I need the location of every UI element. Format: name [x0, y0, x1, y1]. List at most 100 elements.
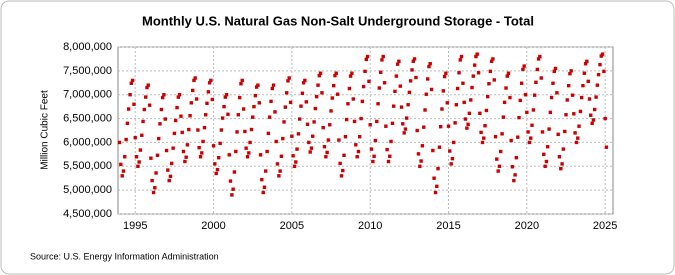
data-point [198, 155, 203, 159]
data-point [579, 95, 584, 100]
data-point [210, 97, 215, 102]
data-point [423, 108, 427, 112]
data-point [355, 155, 359, 159]
data-point [251, 115, 255, 119]
data-point [398, 84, 402, 88]
data-point [581, 83, 585, 88]
data-point [538, 54, 542, 59]
data-point [130, 78, 135, 83]
data-point [483, 124, 487, 128]
data-point [247, 151, 251, 155]
data-point [249, 127, 254, 132]
data-point [401, 122, 405, 126]
data-point [236, 113, 241, 117]
data-point [209, 78, 213, 83]
data-point [455, 86, 460, 91]
data-point [438, 124, 443, 129]
data-point [333, 73, 337, 78]
data-point [140, 133, 144, 137]
data-point [489, 59, 494, 64]
data-point [150, 178, 154, 183]
data-point [235, 130, 239, 134]
data-point [226, 112, 230, 116]
data-point [258, 153, 263, 157]
data-point [371, 159, 375, 164]
data-point [163, 117, 168, 121]
data-point [521, 67, 525, 72]
data-point [516, 135, 520, 139]
data-point [294, 160, 298, 164]
data-point [361, 84, 366, 89]
data-point [411, 59, 415, 64]
data-point [568, 72, 572, 76]
data-point [338, 161, 342, 166]
data-point [399, 105, 404, 109]
data-point [492, 78, 496, 82]
y-tick-label: 6,000,000 [63, 136, 112, 148]
data-point [172, 131, 177, 136]
data-point [545, 145, 550, 149]
data-point [313, 106, 318, 111]
data-point [217, 155, 221, 160]
data-point [519, 81, 524, 85]
data-point [595, 83, 600, 87]
data-point [157, 136, 161, 141]
data-point [234, 149, 238, 154]
data-point [395, 62, 400, 66]
data-point [500, 132, 504, 136]
data-point [154, 171, 158, 175]
chart-title: Monthly U.S. Natural Gas Non-Salt Underg… [142, 13, 534, 28]
data-point [158, 122, 162, 126]
data-point [145, 85, 149, 90]
data-point [155, 153, 160, 158]
data-point [410, 68, 414, 72]
data-point [498, 149, 503, 154]
data-point [311, 134, 315, 138]
data-point [598, 62, 602, 67]
data-point [347, 86, 352, 91]
data-point [363, 69, 367, 74]
data-point [437, 145, 442, 149]
data-point [472, 63, 477, 67]
data-point [126, 107, 131, 111]
data-point [418, 164, 422, 168]
data-point [425, 77, 430, 81]
data-point [207, 81, 212, 85]
data-point [153, 186, 157, 190]
y-tick-label: 7,000,000 [63, 89, 112, 101]
data-point [552, 69, 556, 74]
data-point [352, 119, 357, 124]
data-point [304, 100, 308, 104]
data-point [281, 136, 285, 141]
data-point [457, 71, 461, 75]
data-point [408, 79, 413, 83]
data-point [296, 132, 301, 136]
data-point [299, 104, 303, 108]
data-point [454, 103, 459, 107]
data-point [482, 136, 486, 140]
data-point [224, 93, 229, 97]
data-point [502, 100, 507, 105]
data-point [244, 146, 248, 150]
data-point [578, 109, 583, 114]
data-point [204, 113, 208, 117]
data-point [369, 147, 374, 151]
data-point [555, 91, 559, 95]
data-point [334, 71, 338, 75]
data-point [305, 122, 310, 126]
data-point [201, 139, 205, 144]
data-point [270, 86, 274, 91]
data-point [222, 104, 226, 109]
data-point [291, 154, 295, 158]
data-point [582, 71, 587, 75]
data-point [339, 174, 344, 178]
data-point [377, 86, 381, 90]
data-point [559, 166, 563, 171]
data-point [254, 85, 259, 89]
data-point [341, 168, 345, 173]
data-point [535, 67, 540, 72]
data-point [120, 174, 124, 178]
data-point [129, 81, 134, 85]
data-point [181, 149, 186, 154]
data-point [415, 128, 419, 133]
